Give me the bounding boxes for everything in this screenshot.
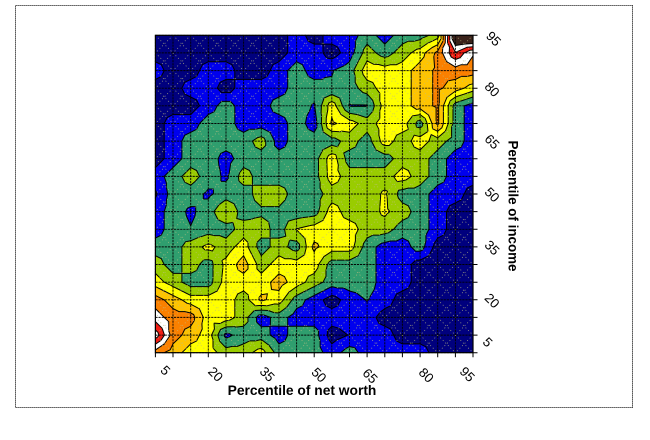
svg-text:Percentile of income: Percentile of income <box>506 141 521 272</box>
svg-text:Percentile of net worth: Percentile of net worth <box>228 383 377 398</box>
